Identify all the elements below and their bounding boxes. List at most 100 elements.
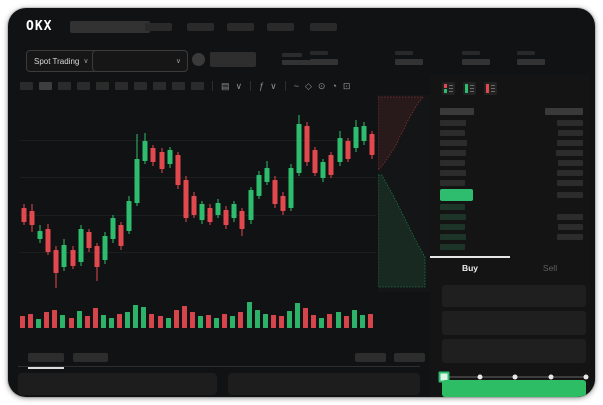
book-combined-icon[interactable] — [442, 82, 455, 95]
bottom-panel-right[interactable] — [228, 373, 420, 395]
indicators-icon[interactable]: ƒ — [259, 81, 265, 91]
pair-name-placeholder — [210, 52, 256, 67]
candle — [311, 115, 319, 290]
bottom-action-pill-2[interactable] — [394, 353, 425, 362]
candle — [20, 115, 28, 290]
candle — [238, 115, 246, 290]
chart-style-icon[interactable]: ▤ — [221, 81, 230, 91]
slider-stop-25pct[interactable] — [477, 374, 482, 380]
candle — [101, 115, 109, 290]
pair-selector-dropdown[interactable]: ∨ — [92, 50, 188, 72]
tab-sell[interactable]: Sell — [542, 263, 558, 273]
slider-stop-100pct[interactable] — [583, 374, 589, 380]
screenshot-icon[interactable]: ⊙ — [317, 81, 326, 91]
amount-input[interactable] — [442, 311, 586, 335]
candle — [44, 115, 52, 290]
total-input[interactable] — [442, 339, 586, 363]
volume-bar — [173, 310, 179, 328]
volume-bar — [222, 314, 228, 328]
ticker-stat-4 — [517, 51, 545, 65]
ask-row[interactable] — [440, 178, 583, 188]
buy-button[interactable] — [442, 380, 586, 397]
timeframe-pill-4[interactable] — [77, 82, 90, 90]
ask-row[interactable] — [440, 118, 583, 128]
timeframe-pill-5[interactable] — [96, 82, 109, 90]
tab-buy[interactable]: Buy — [461, 263, 479, 273]
volume-bar — [109, 318, 114, 328]
bottom-tab-history[interactable] — [73, 353, 108, 362]
timeframe-pill-3[interactable] — [58, 82, 71, 90]
search-input[interactable] — [70, 21, 150, 33]
bid-row[interactable] — [440, 242, 583, 252]
timeframe-pill-10[interactable] — [191, 82, 204, 90]
history-icon[interactable]: ◔ — [331, 81, 337, 91]
candlestick-chart[interactable] — [20, 102, 376, 294]
candle — [327, 115, 335, 290]
candle — [36, 115, 44, 290]
last-price-row[interactable] — [440, 188, 583, 202]
candle — [52, 115, 60, 290]
book-bids-icon[interactable] — [463, 82, 476, 95]
volume-bar — [359, 315, 365, 328]
timeframe-pill-1[interactable] — [20, 82, 33, 90]
chevron-down-icon: ∨ — [83, 57, 89, 65]
draw-tool-icon[interactable]: ◇ — [304, 81, 312, 91]
market-type-dropdown[interactable]: Spot Trading ∨ — [26, 50, 97, 72]
slider-stop-50pct[interactable] — [512, 374, 518, 380]
ask-row[interactable] — [440, 158, 583, 168]
ask-row[interactable] — [440, 128, 583, 138]
bid-row[interactable] — [440, 232, 583, 242]
candle — [117, 115, 125, 290]
orderbook-rows — [440, 105, 583, 252]
book-asks-icon[interactable] — [484, 82, 497, 95]
candle — [198, 115, 206, 290]
timeframe-pill-8[interactable] — [153, 82, 166, 90]
fullscreen-icon[interactable]: ⊡ — [342, 81, 351, 91]
chart-toolbar: ▤ ∨ ƒ ∨ ~ ◇ ⊙ ◔ ⊡ — [20, 78, 372, 94]
volume-bar — [117, 314, 123, 328]
timeframe-pill-7[interactable] — [134, 82, 147, 90]
volume-bar — [278, 316, 284, 328]
ask-row[interactable] — [440, 138, 583, 148]
price-input[interactable] — [442, 285, 586, 307]
candlestick-plot — [20, 115, 376, 290]
nav-item-2[interactable] — [187, 23, 214, 31]
depth-chart[interactable] — [377, 95, 430, 292]
nav-item-1[interactable] — [145, 23, 172, 31]
candle — [319, 115, 327, 290]
candle — [60, 115, 68, 290]
bottom-panel-left[interactable] — [18, 373, 217, 395]
candle — [255, 115, 263, 290]
chevron-down-icon: ∨ — [175, 57, 181, 65]
nav-item-5[interactable] — [310, 23, 337, 31]
chevron-down-icon[interactable]: ∨ — [235, 81, 243, 91]
volume-bar — [84, 316, 90, 328]
chevron-down-icon[interactable]: ∨ — [270, 81, 277, 91]
timeframe-pill-6[interactable] — [115, 82, 128, 90]
bid-row[interactable] — [440, 212, 583, 222]
amount-placeholder — [558, 160, 583, 166]
timeframe-pill-2[interactable] — [39, 82, 52, 90]
volume-bar — [287, 311, 292, 328]
nav-item-3[interactable] — [227, 23, 254, 31]
ask-row[interactable] — [440, 148, 583, 158]
nav-item-4[interactable] — [267, 23, 294, 31]
volume-bar — [44, 312, 50, 328]
volume-bar — [92, 308, 98, 328]
toolbar-divider — [284, 81, 286, 91]
volume-bar — [303, 308, 309, 328]
bid-row[interactable] — [440, 222, 583, 232]
bottom-tab-orders[interactable] — [28, 353, 64, 362]
bottom-divider — [18, 366, 420, 367]
bottom-active-tab-indicator — [28, 367, 64, 369]
okx-logo: OKX — [26, 19, 53, 34]
bottom-action-pill-1[interactable] — [355, 353, 386, 362]
slider-stop-75pct[interactable] — [548, 374, 553, 380]
ask-row[interactable] — [440, 168, 583, 178]
volume-bar — [157, 316, 163, 328]
chart-gridline — [20, 215, 376, 216]
timeframe-pill-9[interactable] — [172, 82, 185, 90]
candle — [214, 115, 222, 290]
line-tool-icon[interactable]: ~ — [293, 81, 299, 91]
bid-row[interactable] — [440, 202, 583, 212]
